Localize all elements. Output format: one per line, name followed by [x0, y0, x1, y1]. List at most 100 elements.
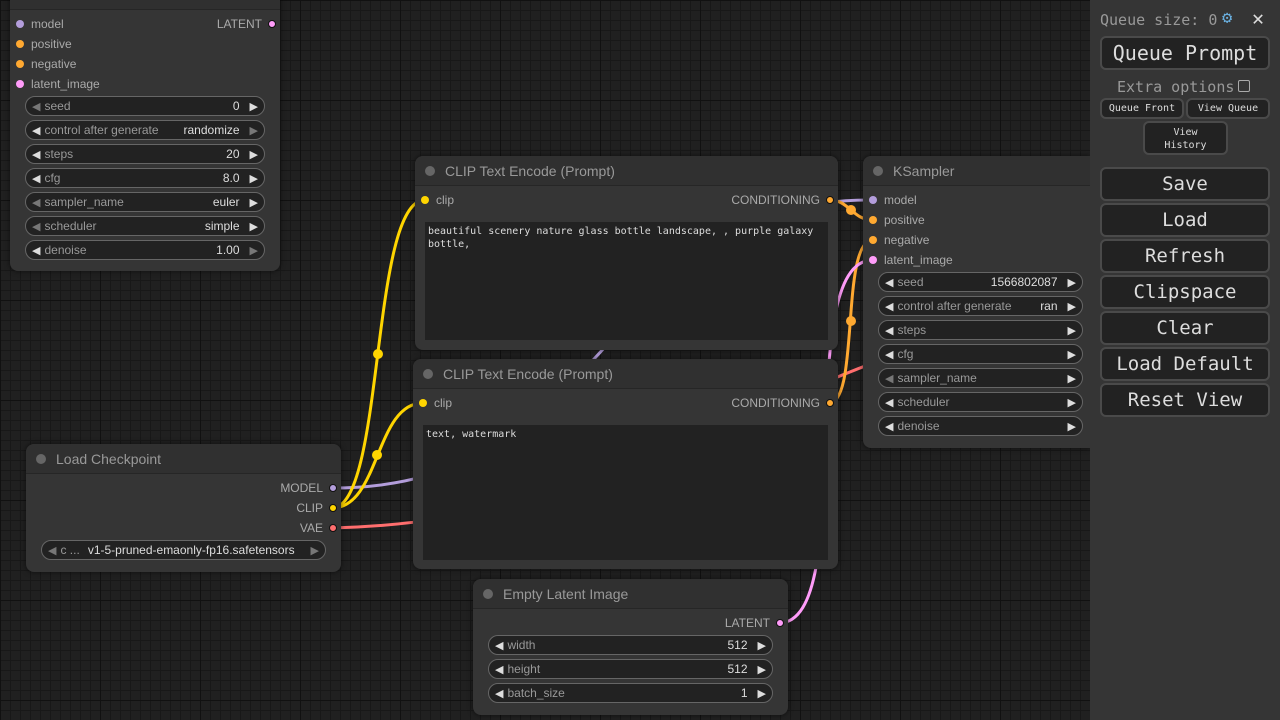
node-title[interactable] [10, 0, 280, 10]
wire-midpoint[interactable] [373, 349, 383, 359]
slot-dot[interactable] [16, 80, 24, 88]
widget-seed[interactable]: ◀ seed 1566802087 ▶ [878, 272, 1083, 292]
widget-steps[interactable]: ◀ steps ▶ [878, 320, 1083, 340]
arrow-left-icon[interactable]: ◀ [885, 396, 894, 409]
arrow-right-icon[interactable]: ▶ [249, 100, 258, 113]
arrow-left-icon[interactable]: ◀ [32, 172, 41, 185]
queue-prompt-button[interactable]: Queue Prompt [1100, 36, 1270, 70]
collapse-dot[interactable] [423, 369, 433, 379]
arrow-right-icon[interactable]: ▶ [1067, 372, 1076, 385]
arrow-left-icon[interactable]: ◀ [885, 276, 894, 289]
node-title[interactable]: Load Checkpoint [26, 444, 341, 474]
refresh-button[interactable]: Refresh [1100, 239, 1270, 273]
arrow-right-icon[interactable]: ▶ [1067, 396, 1076, 409]
reset-view-button[interactable]: Reset View [1100, 383, 1270, 417]
node-title[interactable]: CLIP Text Encode (Prompt) [413, 359, 838, 389]
slot-dot[interactable] [329, 524, 337, 532]
node-ksampler[interactable]: KSampler model positive negative latent_… [863, 156, 1090, 448]
input-model[interactable]: model [869, 193, 917, 207]
widget-denoise[interactable]: ◀ denoise 1.00 ▶ [25, 240, 265, 260]
arrow-left-icon[interactable]: ◀ [495, 639, 504, 652]
slot-dot[interactable] [16, 20, 24, 28]
arrow-right-icon[interactable]: ▶ [249, 172, 258, 185]
node-ksampler-left[interactable]: model positive negative latent_image LAT… [10, 0, 280, 271]
wire-midpoint[interactable] [372, 450, 382, 460]
slot-dot[interactable] [869, 236, 877, 244]
arrow-left-icon[interactable]: ◀ [32, 100, 41, 113]
arrow-left-icon[interactable]: ◀ [32, 244, 41, 257]
queue-front-button[interactable]: Queue Front [1100, 98, 1184, 119]
output-latent[interactable]: LATENT [725, 616, 784, 630]
output-conditioning[interactable]: CONDITIONING [731, 193, 834, 207]
arrow-right-icon[interactable]: ▶ [757, 687, 766, 700]
input-positive[interactable]: positive [869, 213, 925, 227]
load-button[interactable]: Load [1100, 203, 1270, 237]
output-latent[interactable]: LATENT [217, 17, 276, 31]
arrow-right-icon[interactable]: ▶ [757, 663, 766, 676]
node-clip-text-encode-positive[interactable]: CLIP Text Encode (Prompt) clip CONDITION… [415, 156, 838, 350]
arrow-left-icon[interactable]: ◀ [885, 372, 894, 385]
widget-cfg[interactable]: ◀ cfg 8.0 ▶ [25, 168, 265, 188]
widget-scheduler[interactable]: ◀ scheduler ▶ [878, 392, 1083, 412]
input-latent-image[interactable]: latent_image [869, 253, 953, 267]
arrow-right-icon[interactable]: ▶ [310, 544, 319, 557]
slot-dot[interactable] [421, 196, 429, 204]
arrow-right-icon[interactable]: ▶ [249, 124, 258, 137]
slot-dot[interactable] [776, 619, 784, 627]
close-icon[interactable]: ✕ [1252, 6, 1265, 30]
load-default-button[interactable]: Load Default [1100, 347, 1270, 381]
input-model[interactable]: model [16, 17, 64, 31]
arrow-left-icon[interactable]: ◀ [495, 663, 504, 676]
input-clip[interactable]: clip [419, 396, 452, 410]
widget-width[interactable]: ◀ width 512 ▶ [488, 635, 773, 655]
slot-dot[interactable] [268, 20, 276, 28]
widget-batch-size[interactable]: ◀ batch_size 1 ▶ [488, 683, 773, 703]
widget-seed[interactable]: ◀ seed 0 ▶ [25, 96, 265, 116]
arrow-right-icon[interactable]: ▶ [249, 244, 258, 257]
save-button[interactable]: Save [1100, 167, 1270, 201]
slot-dot[interactable] [869, 256, 877, 264]
input-negative[interactable]: negative [869, 233, 929, 247]
output-model[interactable]: MODEL [280, 481, 337, 495]
node-load-checkpoint[interactable]: Load Checkpoint MODEL CLIP VAE ◀ c ... v… [26, 444, 341, 572]
input-latent-image[interactable]: latent_image [16, 77, 100, 91]
arrow-left-icon[interactable]: ◀ [32, 196, 41, 209]
gear-icon[interactable]: ⚙ [1222, 8, 1233, 28]
slot-dot[interactable] [826, 399, 834, 407]
widget-steps[interactable]: ◀ steps 20 ▶ [25, 144, 265, 164]
output-conditioning[interactable]: CONDITIONING [731, 396, 834, 410]
slot-dot[interactable] [329, 484, 337, 492]
arrow-right-icon[interactable]: ▶ [757, 639, 766, 652]
view-history-button[interactable]: View History [1143, 121, 1228, 155]
node-title[interactable]: Empty Latent Image [473, 579, 788, 609]
wire-midpoint[interactable] [846, 205, 856, 215]
extra-options-checkbox[interactable] [1238, 80, 1250, 92]
collapse-dot[interactable] [873, 166, 883, 176]
arrow-right-icon[interactable]: ▶ [1067, 348, 1076, 361]
node-title[interactable]: KSampler [863, 156, 1090, 186]
prompt-textarea[interactable]: beautiful scenery nature glass bottle la… [425, 222, 828, 340]
output-clip[interactable]: CLIP [296, 501, 337, 515]
arrow-right-icon[interactable]: ▶ [1067, 420, 1076, 433]
arrow-left-icon[interactable]: ◀ [32, 220, 41, 233]
node-clip-text-encode-negative[interactable]: CLIP Text Encode (Prompt) clip CONDITION… [413, 359, 838, 569]
arrow-left-icon[interactable]: ◀ [885, 300, 894, 313]
arrow-left-icon[interactable]: ◀ [32, 124, 41, 137]
widget-cfg[interactable]: ◀ cfg ▶ [878, 344, 1083, 364]
arrow-left-icon[interactable]: ◀ [32, 148, 41, 161]
arrow-left-icon[interactable]: ◀ [885, 420, 894, 433]
input-clip[interactable]: clip [421, 193, 454, 207]
arrow-left-icon[interactable]: ◀ [495, 687, 504, 700]
widget-height[interactable]: ◀ height 512 ▶ [488, 659, 773, 679]
arrow-right-icon[interactable]: ▶ [249, 220, 258, 233]
arrow-right-icon[interactable]: ▶ [1067, 324, 1076, 337]
widget-control-after-generate[interactable]: ◀ control after generate ran ▶ [878, 296, 1083, 316]
arrow-right-icon[interactable]: ▶ [1067, 276, 1076, 289]
collapse-dot[interactable] [36, 454, 46, 464]
input-negative[interactable]: negative [16, 57, 76, 71]
arrow-left-icon[interactable]: ◀ [885, 348, 894, 361]
node-title[interactable]: CLIP Text Encode (Prompt) [415, 156, 838, 186]
arrow-right-icon[interactable]: ▶ [249, 196, 258, 209]
ckpt-name-combo[interactable]: ◀ c ... v1-5-pruned-emaonly-fp16.safeten… [41, 540, 326, 560]
output-vae[interactable]: VAE [300, 521, 337, 535]
